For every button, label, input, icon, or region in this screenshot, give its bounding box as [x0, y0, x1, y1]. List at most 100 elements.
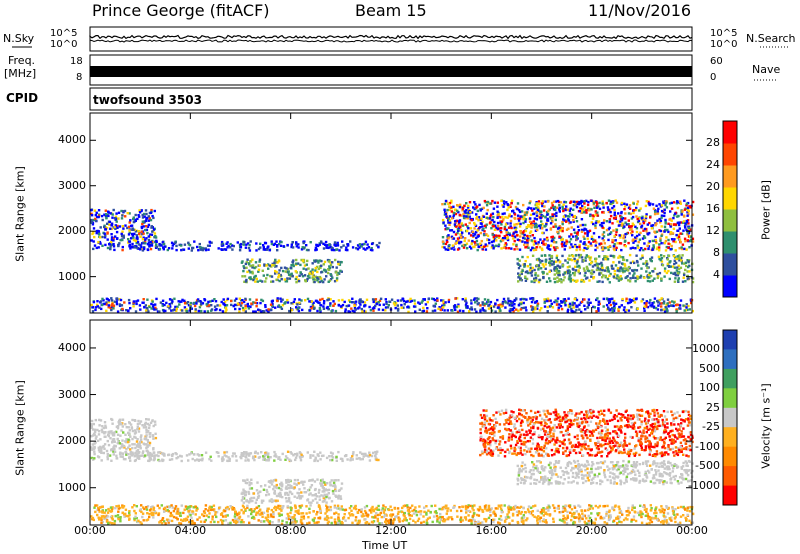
power-echo-cell: [570, 226, 573, 229]
velocity-echo-cell: [318, 507, 322, 510]
power-echo-cell: [578, 245, 581, 248]
power-echo-cell: [654, 231, 657, 234]
power-echo-cell: [567, 227, 570, 230]
power-echo-cell: [504, 223, 508, 226]
power-echo-cell: [314, 260, 317, 263]
power-echo-cell: [531, 306, 534, 309]
power-echo-cell: [673, 238, 676, 241]
power-echo-cell: [543, 298, 546, 301]
velocity-echo-cell: [266, 513, 270, 517]
velocity-echo-cell: [679, 505, 683, 509]
power-echo-cell: [242, 243, 245, 246]
power-echo-cell: [660, 279, 663, 282]
velocity-echo-cell: [339, 497, 343, 500]
power-echo-cell: [660, 209, 664, 213]
power-echo-cell: [685, 204, 688, 207]
velocity-echo-cell: [645, 510, 648, 513]
velocity-echo-cell: [137, 427, 141, 430]
power-echo-cell: [479, 209, 482, 212]
power-echo-cell: [687, 277, 690, 280]
power-echo-cell: [668, 301, 671, 304]
power-echo-cell: [607, 233, 610, 236]
power-echo-cell: [548, 257, 551, 261]
power-echo-cell: [357, 307, 360, 310]
velocity-echo-cell: [90, 424, 93, 428]
power-echo-cell: [146, 243, 150, 246]
power-echo-cell: [588, 229, 592, 232]
power-echo-cell: [305, 244, 308, 247]
velocity-echo-cell: [264, 484, 267, 487]
power-echo-cell: [457, 229, 460, 232]
power-echo-cell: [497, 304, 500, 307]
velocity-echo-cell: [289, 491, 292, 494]
velocity-echo-cell: [621, 513, 624, 516]
power-echo-cell: [636, 217, 639, 221]
velocity-echo-cell: [149, 421, 153, 424]
power-echo-cell: [602, 297, 605, 301]
power-echo-cell: [271, 263, 274, 267]
power-echo-cell: [261, 269, 264, 272]
power-echo-cell: [295, 262, 298, 265]
power-echo-cell: [274, 259, 277, 262]
power-echo-cell: [104, 214, 108, 218]
power-echo-cell: [137, 230, 140, 233]
power-echo-cell: [378, 303, 381, 307]
power-echo-cell: [556, 199, 560, 203]
power-echo-cell: [144, 238, 147, 242]
velocity-echo-cell: [154, 511, 158, 515]
velocity-echo-cell: [632, 518, 636, 521]
velocity-echo-cell: [133, 435, 136, 439]
velocity-echo-cell: [439, 515, 442, 519]
power-echo-cell: [111, 213, 114, 216]
power-echo-cell: [145, 228, 149, 232]
power-echo-cell: [364, 248, 367, 251]
power-echo-cell: [500, 305, 503, 308]
power-echo-cell: [605, 220, 609, 223]
power-echo-cell: [685, 219, 688, 223]
velocity-echo-cell: [208, 458, 211, 461]
velocity-echo-cell: [234, 455, 238, 458]
power-echo-cell: [97, 241, 100, 244]
power-echo-cell: [580, 228, 584, 232]
velocity-echo-cell: [535, 516, 538, 519]
power-echo-cell: [678, 307, 681, 310]
power-echo-cell: [318, 243, 321, 246]
power-echo-region: [441, 199, 695, 252]
power-echo-cell: [687, 213, 690, 216]
power-echo-cell: [535, 210, 539, 214]
power-echo-cell: [530, 226, 533, 229]
velocity-echo-cell: [262, 488, 266, 491]
power-echo-cell: [143, 215, 146, 218]
power-echo-cell: [512, 232, 515, 235]
power-echo-cell: [631, 222, 634, 225]
power-echo-cell: [281, 298, 284, 301]
power-echo-cell: [290, 272, 293, 275]
power-echo-cell: [672, 227, 676, 230]
velocity-echo-cell: [321, 490, 324, 493]
power-echo-cell: [467, 211, 471, 214]
power-echo-cell: [553, 277, 557, 280]
power-echo-cell: [127, 233, 131, 236]
power-echo-cell: [91, 305, 95, 309]
power-echo-cell: [468, 221, 471, 225]
power-echo-cell: [307, 248, 310, 252]
power-echo-cell: [453, 248, 456, 251]
power-echo-cell: [465, 229, 469, 233]
power-echo-cell: [129, 247, 132, 250]
power-echo-cell: [628, 225, 631, 228]
power-echo-cell: [562, 218, 565, 221]
power-echo-cell: [312, 278, 315, 281]
velocity-echo-cell: [119, 517, 122, 520]
power-echo-cell: [542, 243, 545, 246]
power-echo-cell: [538, 309, 542, 312]
power-echo-cell: [147, 310, 150, 313]
velocity-echo-cell: [125, 426, 128, 429]
power-echo-cell: [378, 241, 381, 245]
velocity-echo-cell: [326, 482, 329, 485]
power-echo-cell: [676, 206, 680, 210]
power-echo-cell: [502, 218, 505, 221]
power-echo-cell: [128, 229, 131, 232]
power-echo-cell: [602, 206, 605, 209]
power-echo-cell: [611, 222, 614, 225]
power-echo-cell: [539, 267, 543, 270]
